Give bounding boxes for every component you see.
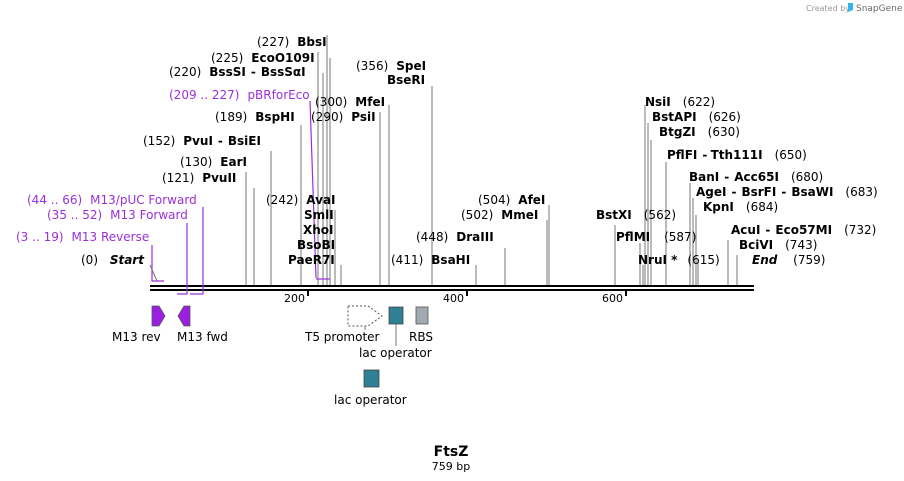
start-label: Start bbox=[110, 253, 145, 267]
site-label-bsssi: (220) BssSI - BssSαI bbox=[169, 65, 306, 79]
site-label-bbsi: (227) BbsI bbox=[257, 35, 327, 49]
site-label-pflmi: PflMI (587) bbox=[616, 230, 696, 244]
sequence-length: 759 bp bbox=[432, 460, 470, 473]
site-label-ecoo109i: (225) EcoO109I bbox=[211, 51, 315, 65]
site-label-afei: (504) AfeI bbox=[478, 193, 545, 207]
feature-label-lac-operator: lac operator bbox=[359, 346, 432, 360]
site-label-acui: AcuI - Eco57MI (732) bbox=[731, 223, 876, 237]
site-label-kpni: KpnI (684) bbox=[703, 200, 778, 214]
credit-prefix: Created by bbox=[806, 4, 850, 13]
snapgene-logo-icon bbox=[848, 3, 853, 12]
site-label-xhoi: XhoI bbox=[303, 223, 334, 237]
primer-label-m13-puc-forward: (44 .. 66) M13/pUC Forward bbox=[27, 193, 197, 207]
axis-ticks: 200 400 600 bbox=[284, 290, 627, 305]
site-label-btgzi: BtgZI (630) bbox=[659, 125, 740, 139]
site-label-bsahi: (411) BsaHI bbox=[391, 253, 470, 267]
site-label-pvuii: (121) PvuII bbox=[162, 171, 236, 185]
start-connector-line bbox=[149, 264, 158, 282]
start-marker: (0) Start bbox=[81, 253, 145, 267]
backbone-bottom-strand bbox=[150, 289, 754, 291]
site-label-agei: AgeI - BsrFI - BsaWI (683) bbox=[696, 185, 878, 199]
site-label-avai: (242) AvaI bbox=[266, 193, 336, 207]
site-label-bsphi: (189) BspHI bbox=[215, 110, 295, 124]
site-label-bseri: BseRI bbox=[387, 73, 425, 87]
backbone-top-strand bbox=[150, 285, 754, 287]
site-label-eari: (130) EarI bbox=[180, 155, 247, 169]
axis-tick-400 bbox=[466, 290, 468, 296]
credit-brand: SnapGene bbox=[856, 4, 903, 14]
site-label-bani: BanI - Acc65I (680) bbox=[689, 170, 823, 184]
sequence-name: FtsZ bbox=[434, 444, 469, 460]
site-label-smli: SmlI bbox=[304, 208, 334, 222]
site-label-mmei: (502) MmeI bbox=[461, 208, 538, 222]
feature-t5-promoter: T5 promoter bbox=[304, 305, 383, 344]
site-label-pvui: (152) PvuI - BsiEI bbox=[143, 134, 261, 148]
feature-label-rbs: RBS bbox=[409, 330, 433, 344]
site-label-paer7i: PaeR7I bbox=[288, 253, 335, 267]
start-position: (0) bbox=[81, 253, 98, 267]
feature-m13-fwd: M13 fwd bbox=[177, 305, 228, 344]
lac-operator-box-icon bbox=[388, 306, 404, 325]
site-label-bstapi: BstAPI (626) bbox=[652, 110, 741, 124]
feature-rbs: RBS bbox=[409, 306, 433, 344]
end-label: End bbox=[752, 253, 778, 267]
site-label-draiii: (448) DraIII bbox=[416, 230, 494, 244]
site-label-bcivi: BciVI (743) bbox=[739, 238, 817, 252]
site-label-psii: (290) PsiI bbox=[311, 110, 376, 124]
site-label-bstxi: BstXI (562) bbox=[596, 208, 676, 222]
site-label-mfei: (300) MfeI bbox=[315, 95, 385, 109]
primer-label-pbrforeco: (209 .. 227) pBRforEco bbox=[169, 88, 310, 102]
rbs-box-icon bbox=[415, 306, 429, 325]
lac-operator-box-icon bbox=[363, 369, 380, 388]
feature-label-lac-operator: lac operator bbox=[334, 393, 407, 407]
feature-lac-operator-1: lac operator bbox=[359, 306, 432, 360]
end-position: (759) bbox=[793, 253, 825, 267]
axis-tick-label: 400 bbox=[443, 292, 464, 305]
axis-tick-200 bbox=[307, 290, 309, 296]
m13-fwd-arrow-icon bbox=[177, 305, 191, 327]
feature-lac-operator-2: lac operator bbox=[334, 369, 407, 407]
site-label-nsii: NsiI (622) bbox=[645, 95, 715, 109]
primer-label-m13-reverse: (3 .. 19) M13 Reverse bbox=[16, 230, 149, 244]
site-label-spei: (356) SpeI bbox=[356, 59, 426, 73]
site-label-bsobi: BsoBI bbox=[297, 238, 335, 252]
feature-label-m13-rev: M13 rev bbox=[112, 330, 161, 344]
t5-promoter-arrow-icon bbox=[347, 305, 383, 327]
feature-m13-rev: M13 rev bbox=[112, 305, 166, 344]
site-label-nrui: NruI * (615) bbox=[638, 253, 720, 267]
axis-tick-label: 200 bbox=[284, 292, 305, 305]
end-marker: End (759) bbox=[752, 253, 825, 267]
dna-backbone bbox=[150, 285, 754, 291]
site-label-pflfi: PflFI - Tth111I (650) bbox=[667, 148, 807, 162]
axis-tick-600 bbox=[625, 290, 627, 296]
feature-label-m13-fwd: M13 fwd bbox=[177, 330, 228, 344]
site-connector-lines bbox=[245, 35, 738, 285]
axis-tick-label: 600 bbox=[602, 292, 623, 305]
primer-markers bbox=[151, 100, 330, 295]
feature-label-t5-promoter: T5 promoter bbox=[304, 330, 380, 344]
primer-label-m13-forward: (35 .. 52) M13 Forward bbox=[47, 208, 188, 222]
m13-rev-arrow-icon bbox=[151, 305, 166, 327]
